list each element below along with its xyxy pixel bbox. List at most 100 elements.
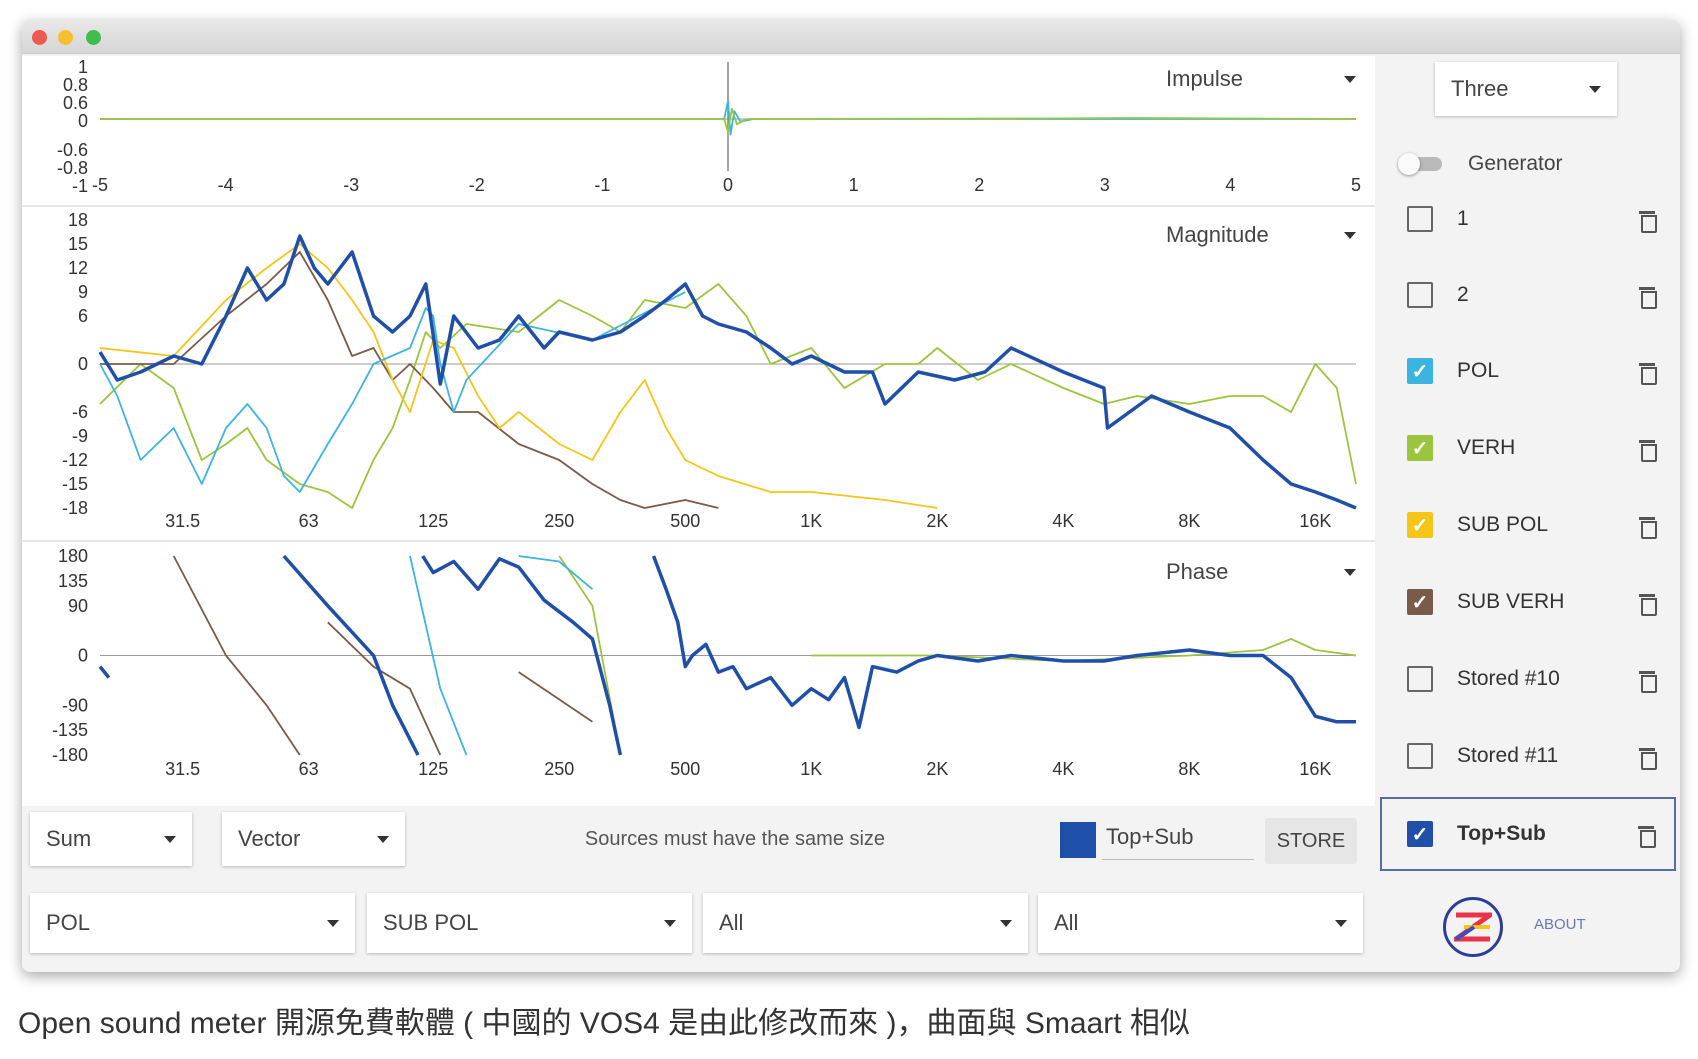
- store-button[interactable]: STORE: [1265, 818, 1357, 864]
- source-item[interactable]: ✓ SUB POL: [1395, 497, 1675, 553]
- filter-a-select[interactable]: All: [703, 893, 1028, 953]
- source-checkbox[interactable]: [1407, 282, 1433, 308]
- impulse-x-tick-label: 2: [974, 175, 984, 195]
- phase-x-tick-label: 2K: [926, 759, 948, 779]
- source-b-value: SUB POL: [383, 910, 479, 935]
- phase-y-tick-label: -180: [52, 745, 88, 765]
- source-checkbox[interactable]: ✓: [1407, 821, 1433, 847]
- source-checkbox[interactable]: ✓: [1407, 589, 1433, 615]
- chevron-down-icon: [1000, 919, 1012, 927]
- phase-plot-select[interactable]: Phase: [1166, 559, 1356, 585]
- trash-icon[interactable]: [1639, 438, 1657, 462]
- impulse-y-tick-label: -0.8: [57, 158, 88, 178]
- trash-icon[interactable]: [1639, 592, 1657, 616]
- plots-area: 1 0.8 0.6 0 -0.6 -0.8 -1 -5 -4 -3 -2 -1 0 1 2 3 4 5 18 15 12…: [22, 56, 1375, 806]
- magnitude-y-tick-label: 12: [68, 258, 88, 278]
- impulse-x-tick-label: -5: [92, 175, 108, 195]
- caption: Open sound meter 開源免費軟體 ( 中國的 VOS4 是由此修改…: [18, 1007, 1190, 1040]
- vector-select[interactable]: Vector: [222, 812, 405, 866]
- source-checkbox[interactable]: [1407, 666, 1433, 692]
- status-message: Sources must have the same size: [584, 828, 886, 850]
- minimize-button[interactable]: [58, 30, 73, 45]
- magnitude-x-tick-label: 2K: [926, 511, 948, 531]
- source-item[interactable]: 2: [1395, 267, 1675, 323]
- trash-icon[interactable]: [1638, 824, 1656, 848]
- filter-b-select[interactable]: All: [1038, 893, 1363, 953]
- phase-y-tick-label: 180: [58, 546, 88, 566]
- magnitude-x-tick-label: 16K: [1299, 511, 1331, 531]
- trash-icon[interactable]: [1639, 361, 1657, 385]
- impulse-x-tick-label: -3: [343, 175, 359, 195]
- app-window: 1 0.8 0.6 0 -0.6 -0.8 -1 -5 -4 -3 -2 -1 0 1 2 3 4 5 18 15 12…: [22, 20, 1680, 972]
- source-item[interactable]: ✓ Top+Sub: [1380, 797, 1676, 871]
- source-checkbox[interactable]: [1407, 743, 1433, 769]
- phase-x-tick-label: 8K: [1178, 759, 1200, 779]
- magnitude-x-tick-label: 125: [418, 511, 448, 531]
- source-b-select[interactable]: SUB POL: [367, 893, 692, 953]
- source-item[interactable]: ✓ POL: [1395, 343, 1675, 399]
- magnitude-plot-select[interactable]: Magnitude: [1166, 222, 1356, 248]
- phase-title: Phase: [1166, 559, 1229, 584]
- chevron-down-icon: [327, 919, 339, 927]
- trash-icon[interactable]: [1639, 669, 1657, 693]
- chevron-down-icon: [1335, 919, 1347, 927]
- source-checkbox[interactable]: [1407, 206, 1433, 232]
- impulse-plot-select[interactable]: Impulse: [1166, 66, 1356, 92]
- source-label: VERH: [1457, 436, 1516, 459]
- source-checkbox[interactable]: ✓: [1407, 435, 1433, 461]
- logo-icon: [1454, 912, 1492, 942]
- close-button[interactable]: [32, 30, 47, 45]
- source-item[interactable]: 1: [1395, 191, 1675, 247]
- store-color-swatch[interactable]: [1060, 822, 1096, 858]
- source-label: Top+Sub: [1457, 822, 1546, 845]
- sum-select-value: Sum: [46, 826, 92, 851]
- chevron-down-icon: [1344, 568, 1356, 576]
- impulse-y-tick-label: 0: [78, 111, 88, 131]
- layout-select[interactable]: Three: [1435, 62, 1617, 116]
- source-item[interactable]: ✓ VERH: [1395, 420, 1675, 476]
- store-name-input[interactable]: Top+Sub: [1102, 820, 1254, 860]
- magnitude-x-tick-label: 31.5: [165, 511, 200, 531]
- magnitude-x-tick-label: 63: [299, 511, 319, 531]
- source-item[interactable]: Stored #10: [1395, 651, 1675, 707]
- filter-b-value: All: [1054, 910, 1079, 935]
- source-label: Stored #10: [1457, 667, 1560, 690]
- source-item[interactable]: ✓ SUB VERH: [1395, 574, 1675, 630]
- magnitude-y-tick-label: 18: [68, 210, 88, 230]
- magnitude-y-tick-label: 6: [78, 306, 88, 326]
- impulse-series-trace: [100, 107, 1357, 133]
- phase-y-tick-label: 135: [58, 571, 88, 591]
- trash-icon[interactable]: [1639, 746, 1657, 770]
- source-checkbox[interactable]: ✓: [1407, 358, 1433, 384]
- impulse-y-tick-label: -1: [72, 176, 88, 196]
- chevron-down-icon: [1344, 231, 1356, 239]
- impulse-x-tick-label: -4: [218, 175, 234, 195]
- source-label: POL: [1457, 359, 1500, 382]
- impulse-plot: 10.80.60-0.6-0.8-1 -5 -4 -3 -2 -1 0 1 2 3 4 5: [22, 57, 1375, 207]
- phase-x-tick-label: 63: [299, 759, 319, 779]
- impulse-y-tick-label: 0.8: [63, 75, 88, 95]
- magnitude-y-tick-label: -18: [62, 498, 88, 518]
- about-link[interactable]: ABOUT: [1534, 916, 1586, 933]
- source-a-select[interactable]: POL: [30, 893, 355, 953]
- magnitude-series-verh: [99, 283, 1357, 509]
- trash-icon[interactable]: [1639, 209, 1657, 233]
- magnitude-y-tick-label: -12: [62, 450, 88, 470]
- zoom-button[interactable]: [86, 30, 101, 45]
- trash-icon[interactable]: [1639, 515, 1657, 539]
- sum-select[interactable]: Sum: [30, 812, 192, 866]
- impulse-y-tick-label: 1: [78, 57, 88, 77]
- title-bar: [22, 20, 1680, 54]
- generator-toggle[interactable]: [1398, 152, 1446, 176]
- source-label: SUB VERH: [1457, 590, 1565, 613]
- magnitude-series-sub-pol: [99, 243, 938, 509]
- magnitude-y-tick-label: 0: [78, 354, 88, 374]
- phase-series-top-sub: [98, 554, 1356, 756]
- vector-select-value: Vector: [238, 826, 301, 851]
- source-item[interactable]: Stored #11: [1395, 728, 1675, 784]
- source-checkbox[interactable]: ✓: [1407, 512, 1433, 538]
- magnitude-x-tick-label: 250: [544, 511, 574, 531]
- phase-y-tick-label: -135: [52, 720, 88, 740]
- magnitude-y-tick-label: 9: [78, 282, 88, 302]
- trash-icon[interactable]: [1639, 285, 1657, 309]
